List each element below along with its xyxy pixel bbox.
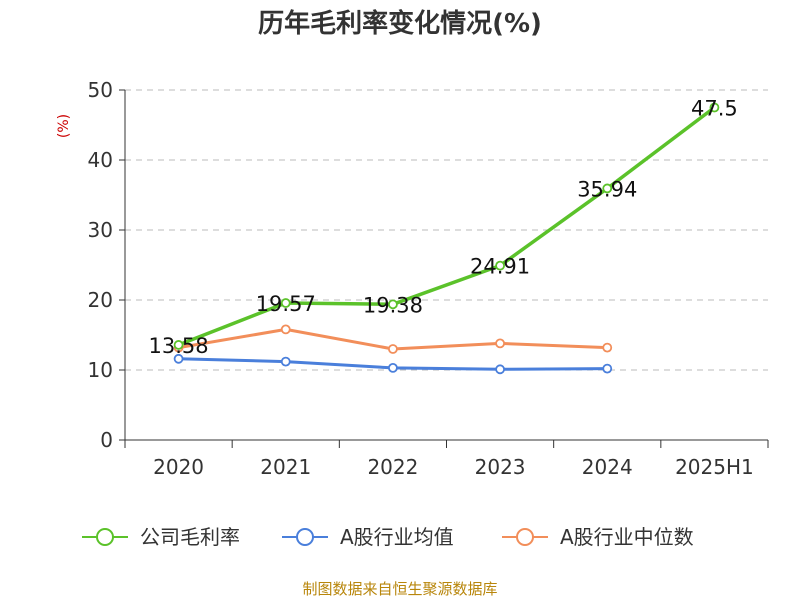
- y-tick-labels: 0 10 20 30 40 50: [88, 78, 113, 452]
- y-tick-label: 20: [88, 288, 113, 312]
- legend: 公司毛利率 A股行业均值 A股行业中位数: [82, 525, 694, 549]
- data-label: 35.94: [577, 177, 637, 201]
- y-tick-label: 50: [88, 78, 113, 102]
- axes: [119, 89, 769, 448]
- data-labels: 13.58 19.57 19.38 24.91 35.94 47.5: [149, 97, 738, 358]
- legend-swatch-marker: [516, 528, 534, 546]
- data-label: 24.91: [470, 255, 530, 279]
- data-point: [173, 353, 184, 364]
- y-axis-label: (%): [56, 114, 72, 138]
- x-tick-label: 2023: [475, 455, 526, 479]
- source-note: 制图数据来自恒生聚源数据库: [302, 580, 497, 598]
- data-label: 19.57: [256, 292, 316, 316]
- data-point: [602, 342, 613, 353]
- data-point: [602, 363, 613, 374]
- x-tick-label: 2024: [582, 455, 633, 479]
- data-point: [495, 260, 505, 271]
- data-point: [388, 344, 398, 354]
- data-point: [388, 362, 398, 373]
- y-tick-label: 30: [88, 218, 113, 242]
- data-point: [173, 340, 184, 350]
- data-point: [280, 356, 291, 367]
- x-tick-label: 2022: [367, 455, 418, 479]
- y-tick-label: 10: [88, 358, 113, 382]
- data-point: [709, 102, 720, 113]
- chart-title: 历年毛利率变化情况(%): [258, 8, 542, 39]
- legend-swatch-marker: [296, 528, 314, 546]
- legend-label: 公司毛利率: [140, 525, 240, 549]
- data-point: [280, 298, 291, 308]
- x-tick-label: 2020: [153, 455, 204, 479]
- series-group: [173, 102, 720, 375]
- data-point: [495, 338, 505, 349]
- data-point: [602, 183, 613, 194]
- data-point: [495, 364, 505, 375]
- x-tick-label: 2021: [260, 455, 311, 479]
- y-tick-label: 40: [88, 148, 113, 172]
- series-line-0: [176, 105, 717, 347]
- data-point: [280, 324, 291, 335]
- legend-swatch-marker: [96, 528, 114, 546]
- legend-label: A股行业中位数: [560, 525, 694, 549]
- data-label: 13.58: [149, 334, 209, 358]
- x-tick-label: 2025H1: [675, 455, 754, 479]
- x-tick-labels: 2020 2021 2022 2023 2024 2025H1: [153, 455, 754, 479]
- data-label: 19.38: [363, 293, 423, 317]
- data-point: [388, 299, 398, 310]
- data-label: 47.5: [691, 97, 738, 121]
- legend-label: A股行业均值: [340, 525, 454, 549]
- y-tick-label: 0: [100, 428, 113, 452]
